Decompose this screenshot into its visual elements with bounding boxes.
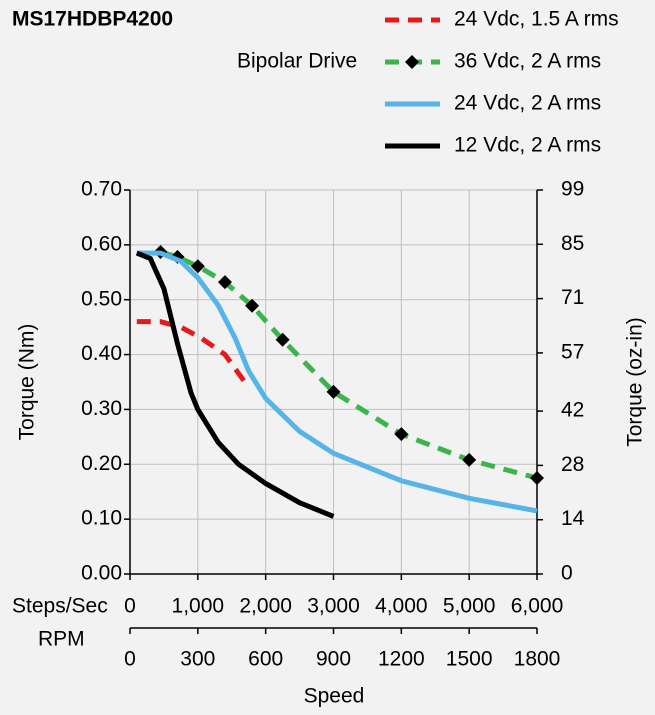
series-line	[136, 319, 251, 389]
series-line	[136, 250, 538, 514]
y-tick-label: 0.20	[81, 452, 122, 475]
legend-marker	[405, 55, 419, 69]
x-tick-label: 1,000	[172, 595, 225, 618]
x-tick-label: 3,000	[307, 595, 360, 618]
y2-tick-label: 57	[561, 340, 584, 363]
x-tick-label: 0	[124, 595, 136, 618]
y-tick-label: 0.30	[81, 397, 122, 420]
y2-axis-label: Torque (oz-in)	[624, 317, 647, 447]
legend-label: 36 Vdc, 2 A rms	[454, 50, 601, 73]
legend-label: 24 Vdc, 2 A rms	[454, 92, 601, 115]
series-line	[135, 250, 335, 519]
legend-label: 12 Vdc, 2 A rms	[454, 134, 601, 157]
y-tick-label: 0.50	[81, 287, 122, 310]
y2-tick-label: 14	[561, 507, 585, 530]
marker	[275, 332, 290, 347]
x-tick-label: 5,000	[443, 595, 496, 618]
chart-title: MS17HDBP4200	[12, 8, 173, 31]
x2-tick-label: 1800	[514, 648, 561, 671]
x2-tick-label: 1500	[446, 648, 493, 671]
y2-tick-label: 71	[561, 286, 584, 309]
y-tick-label: 0.70	[81, 178, 122, 201]
x-axis-label: Speed	[304, 685, 365, 708]
x-tick-label: 4,000	[375, 595, 428, 618]
marker	[245, 298, 260, 313]
chart-subtitle: Bipolar Drive	[237, 50, 357, 73]
y-axis-label: Torque (Nm)	[16, 324, 39, 441]
x2-tick-label: 900	[316, 648, 351, 671]
y2-tick-label: 99	[561, 178, 584, 201]
marker	[190, 259, 205, 274]
x-axis-name: Steps/Sec	[12, 595, 108, 618]
marker	[530, 471, 544, 485]
x2-tick-label: 0	[124, 648, 136, 671]
marker	[462, 452, 477, 467]
y-tick-label: 0.40	[81, 342, 122, 365]
y2-tick-label: 28	[561, 453, 584, 476]
y2-tick-label: 42	[561, 399, 584, 422]
x2-axis-name: RPM	[38, 628, 85, 651]
x2-tick-label: 600	[248, 648, 283, 671]
y2-tick-label: 85	[561, 232, 584, 255]
marker	[394, 427, 409, 442]
series-line	[159, 249, 538, 481]
y-tick-label: 0.00	[81, 562, 122, 585]
x-tick-label: 6,000	[511, 595, 564, 618]
x2-tick-label: 1200	[378, 648, 425, 671]
legend-label: 24 Vdc, 1.5 A rms	[454, 8, 619, 31]
y2-tick-label: 0	[561, 562, 573, 585]
y-tick-label: 0.10	[81, 507, 122, 530]
marker	[217, 275, 232, 290]
x-tick-label: 2,000	[239, 595, 292, 618]
x2-tick-label: 300	[180, 648, 215, 671]
marker	[326, 384, 341, 399]
y-tick-label: 0.60	[81, 232, 122, 255]
